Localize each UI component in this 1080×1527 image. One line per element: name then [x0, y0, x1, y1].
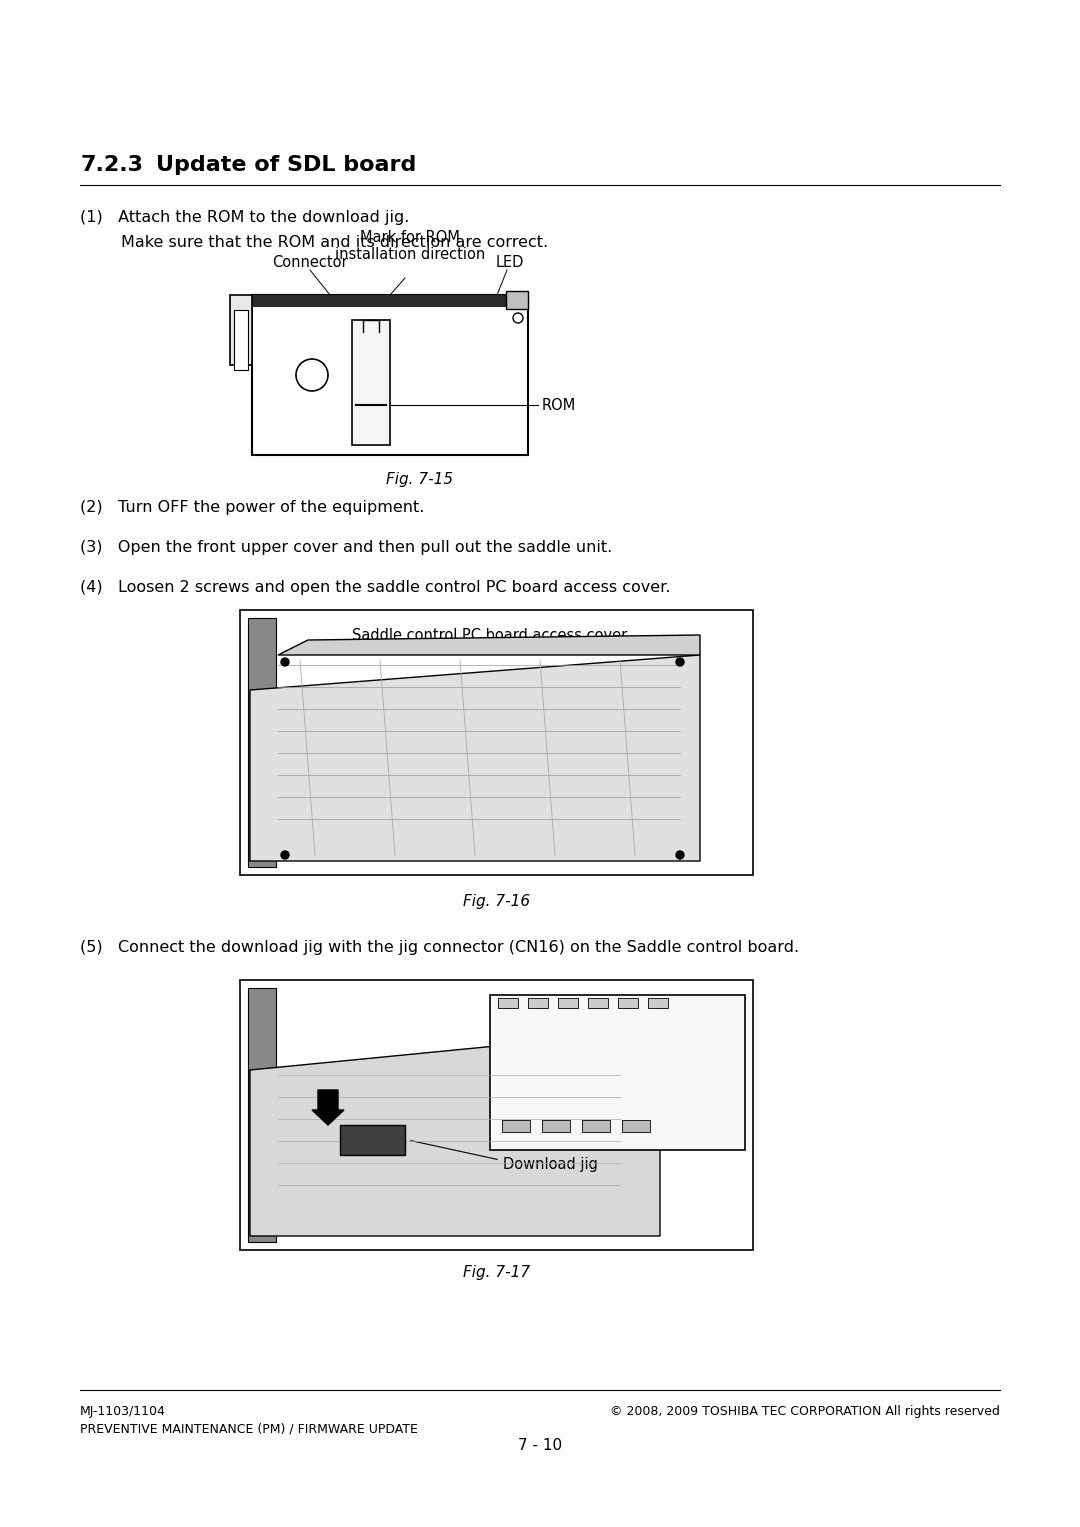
Bar — [528, 999, 548, 1008]
Text: Saddle control PC board access cover: Saddle control PC board access cover — [352, 628, 627, 643]
Text: 7 - 10: 7 - 10 — [518, 1438, 562, 1454]
Bar — [230, 295, 252, 365]
Bar — [542, 1119, 570, 1132]
Bar — [252, 295, 528, 455]
Text: (1)   Attach the ROM to the download jig.: (1) Attach the ROM to the download jig. — [80, 211, 409, 224]
Bar — [352, 321, 390, 444]
Text: (4)   Loosen 2 screws and open the saddle control PC board access cover.: (4) Loosen 2 screws and open the saddle … — [80, 580, 671, 596]
Text: Connector: Connector — [272, 255, 348, 270]
Text: MJ-1103/1104: MJ-1103/1104 — [80, 1405, 166, 1419]
Polygon shape — [278, 635, 700, 655]
Polygon shape — [340, 1125, 405, 1154]
Text: ROM: ROM — [542, 397, 577, 412]
Bar — [240, 980, 753, 1251]
FancyArrow shape — [312, 1090, 345, 1125]
Bar — [618, 999, 638, 1008]
Polygon shape — [249, 1031, 660, 1235]
Bar — [502, 1119, 530, 1132]
Polygon shape — [490, 996, 745, 1150]
Text: Fig. 7-17: Fig. 7-17 — [463, 1264, 530, 1280]
Circle shape — [281, 851, 289, 860]
Text: Mark for ROM
installation direction: Mark for ROM installation direction — [335, 229, 485, 263]
Circle shape — [296, 359, 328, 391]
Bar — [588, 999, 608, 1008]
Text: Make sure that the ROM and its direction are correct.: Make sure that the ROM and its direction… — [80, 235, 549, 250]
Bar — [248, 618, 276, 867]
Bar — [498, 999, 518, 1008]
Bar — [234, 310, 248, 370]
Circle shape — [513, 313, 523, 324]
Circle shape — [281, 658, 289, 666]
Text: (5)   Connect the download jig with the jig connector (CN16) on the Saddle contr: (5) Connect the download jig with the ji… — [80, 941, 799, 954]
Circle shape — [676, 658, 684, 666]
Bar — [507, 292, 528, 308]
Text: Download jig: Download jig — [503, 1157, 598, 1173]
Circle shape — [676, 851, 684, 860]
Bar — [582, 1119, 610, 1132]
Bar — [558, 999, 578, 1008]
Bar — [240, 609, 753, 875]
Text: (2)   Turn OFF the power of the equipment.: (2) Turn OFF the power of the equipment. — [80, 499, 424, 515]
Bar — [252, 295, 528, 307]
Text: Update of SDL board: Update of SDL board — [125, 156, 417, 176]
Text: Fig. 7-16: Fig. 7-16 — [463, 893, 530, 909]
Text: (3)   Open the front upper cover and then pull out the saddle unit.: (3) Open the front upper cover and then … — [80, 541, 612, 554]
Text: PREVENTIVE MAINTENANCE (PM) / FIRMWARE UPDATE: PREVENTIVE MAINTENANCE (PM) / FIRMWARE U… — [80, 1422, 418, 1435]
Bar — [648, 999, 669, 1008]
Bar — [622, 1119, 650, 1132]
Text: Fig. 7-15: Fig. 7-15 — [387, 472, 454, 487]
Polygon shape — [249, 655, 700, 861]
Text: 7.2.3: 7.2.3 — [80, 156, 143, 176]
Bar — [248, 988, 276, 1241]
Text: © 2008, 2009 TOSHIBA TEC CORPORATION All rights reserved: © 2008, 2009 TOSHIBA TEC CORPORATION All… — [610, 1405, 1000, 1419]
Text: LED: LED — [496, 255, 524, 270]
